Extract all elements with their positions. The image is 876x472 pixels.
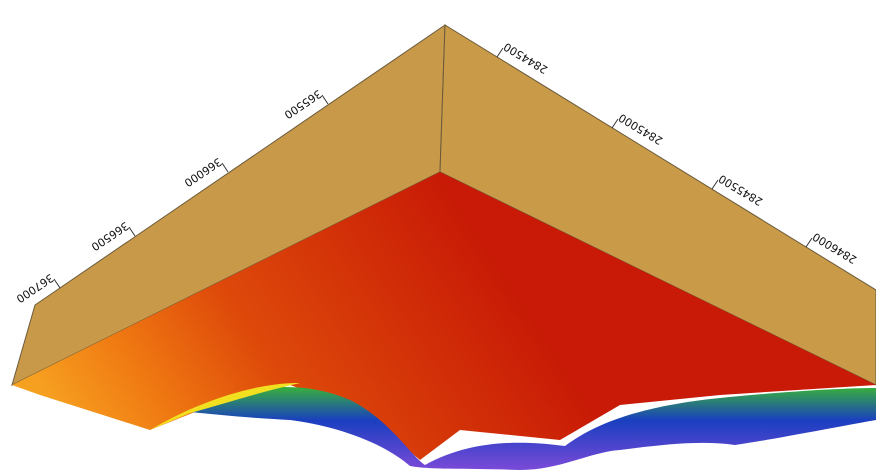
model	[11, 24, 876, 470]
surface	[12, 172, 876, 460]
x-tick	[221, 162, 229, 173]
low-zone	[190, 386, 876, 470]
x-tick	[53, 278, 61, 289]
y-tick	[711, 179, 719, 190]
x-tick	[321, 94, 329, 105]
right-face	[439, 24, 876, 386]
x-tick	[128, 226, 136, 237]
y-tick	[611, 118, 619, 129]
y-tick	[805, 237, 813, 248]
y-tick	[496, 47, 504, 58]
